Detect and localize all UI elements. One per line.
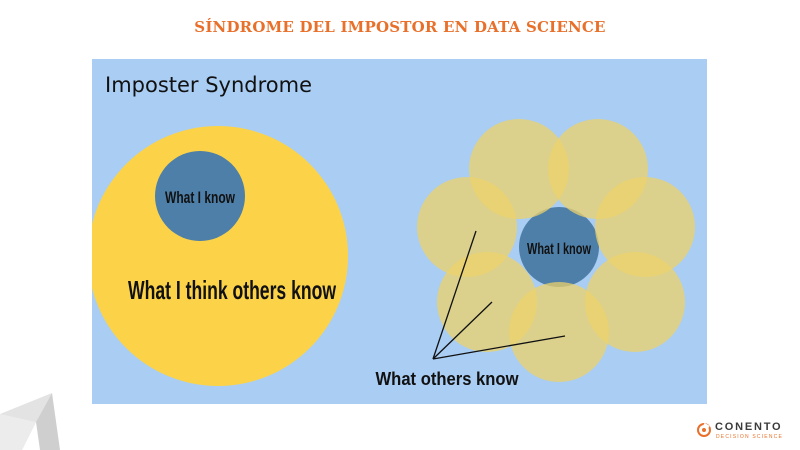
- page-title: SÍNDROME DEL IMPOSTOR EN DATA SCIENCE: [194, 18, 606, 36]
- petal-circle: [509, 282, 609, 382]
- pointer-line: [432, 230, 477, 360]
- brand-logo: CONENTO DECISION SCIENCE: [696, 421, 796, 445]
- diagram-title: Imposter Syndrome: [105, 73, 313, 97]
- arrow-logo-icon: [0, 393, 60, 450]
- what-i-know-label-right: What I know: [527, 241, 591, 258]
- brand-mark-icon: [697, 422, 711, 437]
- brand-name: CONENTO: [715, 421, 783, 433]
- petal-circle: [595, 177, 695, 277]
- pointer-line: [432, 301, 493, 360]
- petal-circle: [585, 252, 685, 352]
- what-i-know-circle-right: [519, 207, 599, 287]
- what-others-know-label: What others know: [376, 369, 520, 389]
- what-others-know-petals: [417, 119, 695, 382]
- diagram-panel: What I know What I think others know Wha…: [92, 59, 707, 404]
- petal-circle: [417, 177, 517, 277]
- brand-tagline: DECISION SCIENCE: [716, 434, 783, 440]
- what-i-think-others-know-label: What I think others know: [128, 275, 337, 305]
- what-i-know-label-left: What I know: [165, 188, 236, 207]
- pointer-lines: [432, 230, 566, 360]
- diagram-canvas: What I know What I think others know Wha…: [92, 119, 695, 389]
- what-i-know-circle-left: [155, 151, 245, 241]
- pointer-line: [432, 335, 566, 360]
